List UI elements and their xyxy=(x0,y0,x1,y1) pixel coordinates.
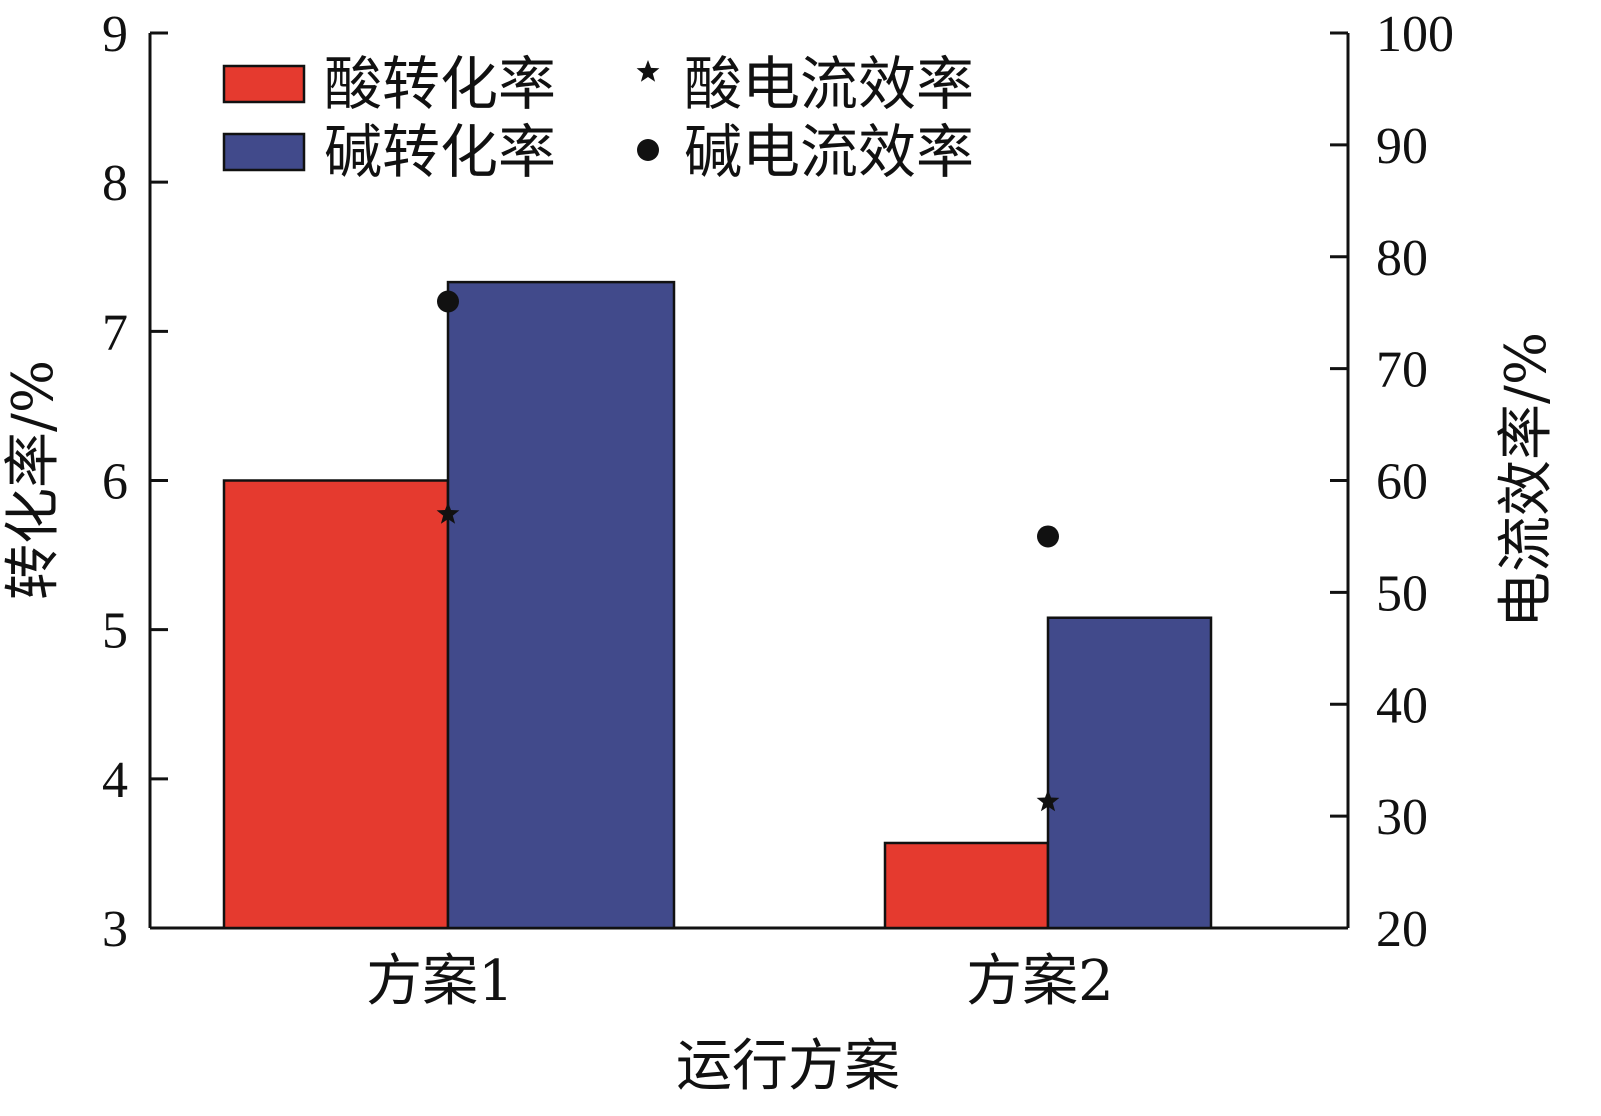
marker-base-efficiency-1 xyxy=(437,290,459,313)
legend-swatch xyxy=(222,64,306,104)
left-tick-label: 8 xyxy=(102,155,128,212)
right-tick-label: 80 xyxy=(1376,230,1428,287)
legend-label: 酸电流效率 xyxy=(684,50,974,118)
marker-acid-efficiency-2 xyxy=(1036,789,1060,812)
left-tick-label: 9 xyxy=(102,6,128,63)
bar-base-1 xyxy=(446,280,676,930)
right-tick-label: 20 xyxy=(1376,901,1428,958)
right-axis-title: 电流效率/% xyxy=(1494,332,1559,628)
right-tick-label: 30 xyxy=(1376,789,1428,846)
x-axis-title: 运行方案 xyxy=(676,1034,900,1099)
marker-acid-efficiency-1 xyxy=(436,502,460,524)
right-tick-label: 100 xyxy=(1376,6,1454,63)
right-tick-label: 50 xyxy=(1376,565,1428,622)
legend-label: 碱转化率 xyxy=(324,118,556,186)
bar-base-2 xyxy=(1046,616,1213,930)
right-axis: 20 30 40 50 60 70 80 90 100 xyxy=(1330,6,1454,958)
x-axis: 方案1 方案2 xyxy=(366,949,1114,1014)
right-tick-label: 90 xyxy=(1376,118,1428,175)
category-label: 方案1 xyxy=(366,949,514,1014)
bar-acid-1 xyxy=(222,479,450,930)
left-tick-label: 4 xyxy=(102,752,128,809)
left-axis-title: 转化率/% xyxy=(1,360,66,600)
left-tick-label: 3 xyxy=(102,901,128,958)
markers xyxy=(436,290,1060,812)
legend-circle-marker xyxy=(637,139,659,161)
category-label: 方案2 xyxy=(966,949,1114,1014)
legend-swatch xyxy=(222,132,306,172)
right-tick-label: 60 xyxy=(1376,454,1428,511)
bar-acid-2 xyxy=(883,841,1050,930)
left-tick-label: 7 xyxy=(102,304,128,361)
right-tick-label: 70 xyxy=(1376,342,1428,399)
left-axis: 3 4 5 6 7 8 9 xyxy=(102,6,168,958)
legend-label: 酸转化率 xyxy=(324,50,556,118)
legend-label: 碱电流效率 xyxy=(684,118,974,186)
bars xyxy=(222,280,1213,930)
right-tick-label: 40 xyxy=(1376,677,1428,734)
left-tick-label: 5 xyxy=(102,603,128,660)
marker-base-efficiency-2 xyxy=(1037,525,1059,548)
legend-star-marker xyxy=(636,60,660,82)
left-tick-label: 6 xyxy=(102,454,128,511)
